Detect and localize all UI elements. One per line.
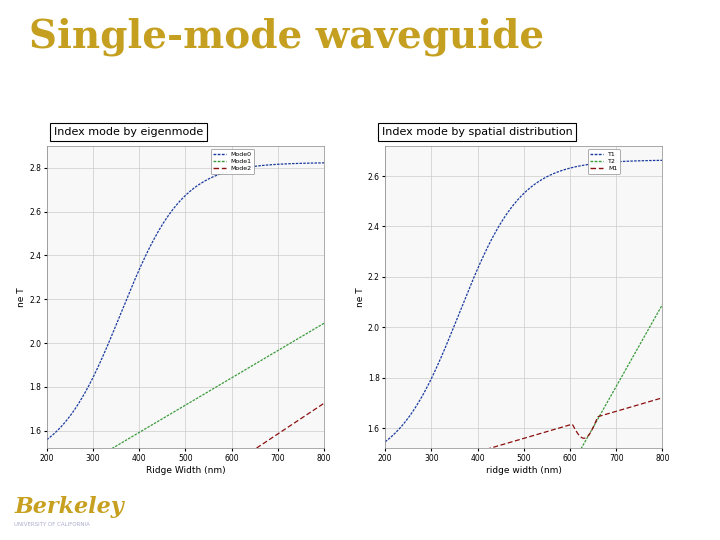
X-axis label: ridge width (nm): ridge width (nm) (486, 465, 562, 475)
Y-axis label: ne T: ne T (356, 287, 365, 307)
Text: Berkeley: Berkeley (14, 496, 124, 517)
Text: UNIVERSITY OF CALIFORNIA: UNIVERSITY OF CALIFORNIA (14, 522, 90, 528)
X-axis label: Ridge Width (nm): Ridge Width (nm) (145, 465, 225, 475)
Legend: T1, T2, M1: T1, T2, M1 (588, 149, 620, 174)
Text: 39: 39 (681, 506, 698, 520)
Text: Index mode by eigenmode: Index mode by eigenmode (54, 127, 203, 137)
Text: EE232 Discussion 02/02/2017: EE232 Discussion 02/02/2017 (257, 506, 463, 520)
Text: Single-mode waveguide: Single-mode waveguide (29, 17, 544, 56)
Legend: Mode0, Mode1, Mode2: Mode0, Mode1, Mode2 (211, 149, 254, 174)
Text: Index mode by spatial distribution: Index mode by spatial distribution (382, 127, 572, 137)
Y-axis label: ne T: ne T (17, 287, 27, 307)
